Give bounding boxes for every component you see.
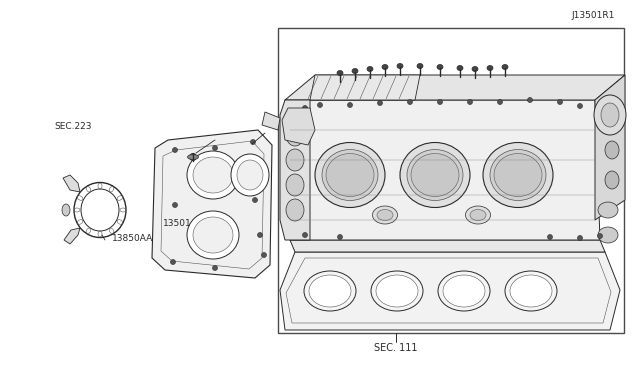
Ellipse shape	[257, 232, 262, 237]
Ellipse shape	[348, 103, 353, 108]
Ellipse shape	[262, 253, 266, 257]
Polygon shape	[285, 75, 625, 100]
Ellipse shape	[253, 198, 257, 202]
Ellipse shape	[605, 141, 619, 159]
Polygon shape	[280, 252, 620, 330]
Ellipse shape	[598, 234, 602, 238]
Ellipse shape	[437, 64, 443, 70]
Text: SEC.223: SEC.223	[54, 122, 92, 131]
Ellipse shape	[594, 95, 626, 135]
Ellipse shape	[286, 124, 304, 146]
Ellipse shape	[497, 99, 502, 105]
Ellipse shape	[170, 260, 175, 264]
Bar	[278, 28, 624, 333]
Ellipse shape	[322, 150, 378, 201]
Ellipse shape	[377, 209, 393, 221]
Ellipse shape	[502, 64, 508, 70]
Ellipse shape	[187, 151, 239, 199]
Ellipse shape	[372, 206, 397, 224]
Ellipse shape	[483, 142, 553, 208]
Ellipse shape	[598, 202, 618, 218]
Polygon shape	[280, 100, 310, 240]
Ellipse shape	[490, 150, 546, 201]
Text: SEC. 111: SEC. 111	[374, 343, 417, 353]
Ellipse shape	[212, 266, 218, 270]
Ellipse shape	[547, 234, 552, 240]
Ellipse shape	[470, 209, 486, 221]
Ellipse shape	[193, 217, 233, 253]
Ellipse shape	[286, 199, 304, 221]
Ellipse shape	[250, 140, 255, 144]
Ellipse shape	[467, 99, 472, 105]
Ellipse shape	[81, 189, 119, 231]
Ellipse shape	[397, 64, 403, 68]
Ellipse shape	[326, 154, 374, 196]
Polygon shape	[63, 175, 80, 192]
Ellipse shape	[605, 111, 619, 129]
Ellipse shape	[577, 103, 582, 109]
Text: 13850AA: 13850AA	[112, 234, 153, 243]
Ellipse shape	[352, 68, 358, 74]
Ellipse shape	[438, 271, 490, 311]
Polygon shape	[290, 240, 605, 252]
Ellipse shape	[438, 99, 442, 105]
Polygon shape	[64, 228, 80, 244]
Text: J13501R1: J13501R1	[571, 11, 614, 20]
Ellipse shape	[400, 142, 470, 208]
Polygon shape	[310, 75, 420, 100]
Ellipse shape	[382, 64, 388, 70]
Ellipse shape	[378, 100, 383, 106]
Ellipse shape	[557, 99, 563, 105]
Ellipse shape	[457, 65, 463, 71]
Ellipse shape	[303, 106, 307, 110]
Text: 13501: 13501	[163, 219, 192, 228]
Ellipse shape	[407, 150, 463, 201]
Ellipse shape	[286, 149, 304, 171]
Ellipse shape	[62, 204, 70, 216]
Polygon shape	[152, 130, 272, 278]
Ellipse shape	[465, 206, 490, 224]
Ellipse shape	[411, 154, 459, 196]
Ellipse shape	[337, 234, 342, 240]
Ellipse shape	[376, 275, 418, 307]
Ellipse shape	[598, 227, 618, 243]
Ellipse shape	[315, 142, 385, 208]
Ellipse shape	[601, 103, 619, 127]
Polygon shape	[595, 75, 625, 220]
Ellipse shape	[527, 97, 532, 103]
Ellipse shape	[304, 271, 356, 311]
Ellipse shape	[193, 157, 233, 193]
Ellipse shape	[494, 154, 542, 196]
Ellipse shape	[317, 103, 323, 108]
Ellipse shape	[237, 160, 263, 190]
Ellipse shape	[212, 145, 218, 151]
Ellipse shape	[577, 235, 582, 241]
Ellipse shape	[173, 148, 177, 153]
Ellipse shape	[309, 275, 351, 307]
Polygon shape	[282, 108, 315, 145]
Ellipse shape	[408, 99, 413, 105]
Ellipse shape	[472, 67, 478, 71]
Ellipse shape	[443, 275, 485, 307]
Ellipse shape	[189, 154, 196, 160]
Polygon shape	[262, 112, 280, 130]
Ellipse shape	[303, 232, 307, 237]
Ellipse shape	[505, 271, 557, 311]
Ellipse shape	[371, 271, 423, 311]
Ellipse shape	[417, 64, 423, 68]
Ellipse shape	[367, 67, 373, 71]
Ellipse shape	[487, 65, 493, 71]
Ellipse shape	[510, 275, 552, 307]
Ellipse shape	[605, 171, 619, 189]
Ellipse shape	[188, 154, 198, 160]
Ellipse shape	[187, 211, 239, 259]
Ellipse shape	[337, 71, 343, 76]
Ellipse shape	[173, 202, 177, 208]
Ellipse shape	[286, 174, 304, 196]
Ellipse shape	[231, 154, 269, 196]
Polygon shape	[285, 100, 600, 240]
